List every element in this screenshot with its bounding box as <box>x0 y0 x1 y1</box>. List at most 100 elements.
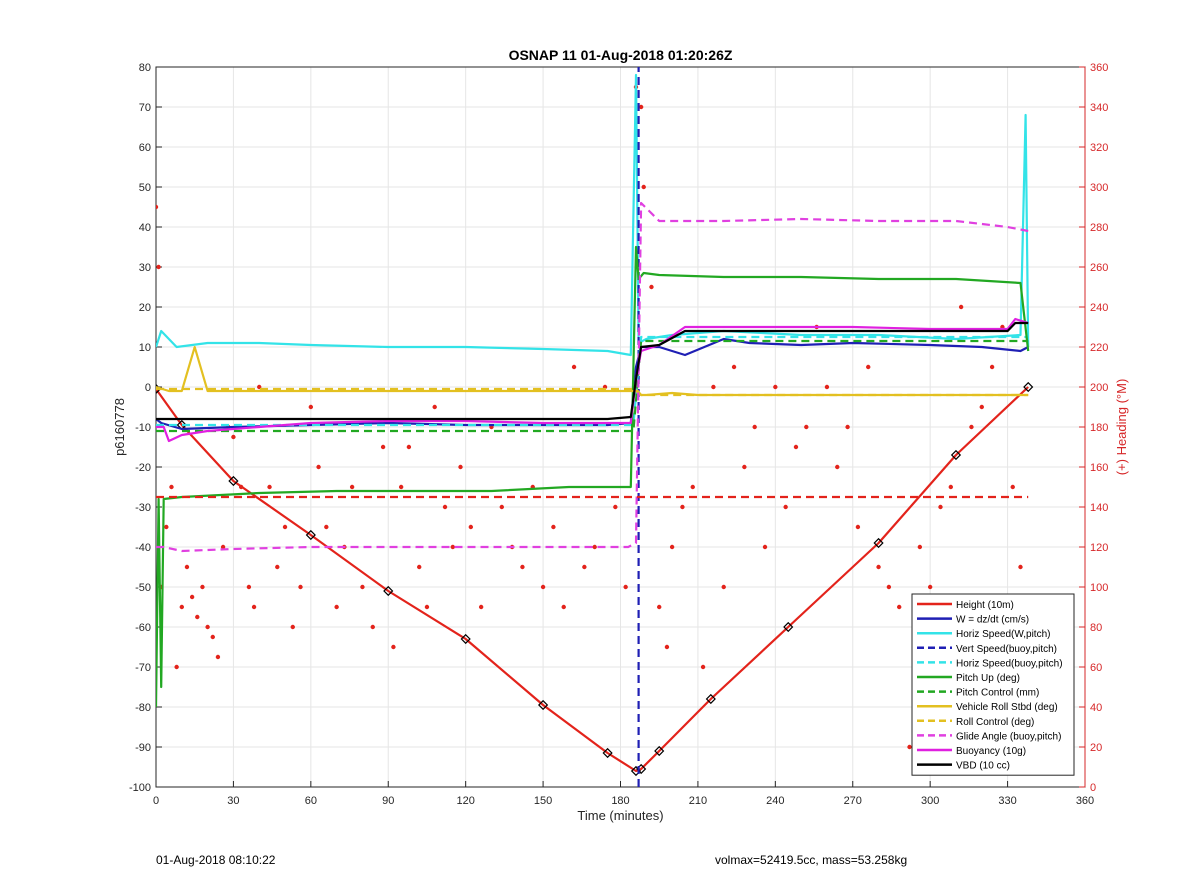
height-marker <box>654 745 665 757</box>
heading-point <box>205 624 210 630</box>
legend-label: W = dz/dt (cm/s) <box>956 615 1029 626</box>
y-tick-label-left: -80 <box>135 702 151 714</box>
y-tick-label-left: -20 <box>135 462 151 474</box>
y-tick-label-left: -30 <box>135 502 151 514</box>
footer-mass-info: volmax=52419.5cc, mass=53.258kg <box>715 853 908 867</box>
y-tick-label-right: 80 <box>1090 622 1102 634</box>
x-tick-label: 240 <box>766 795 784 807</box>
y-tick-label-left: 70 <box>139 102 151 114</box>
heading-point <box>657 604 662 610</box>
heading-point <box>251 604 257 610</box>
heading-point <box>721 584 726 590</box>
series-line-vbd-10-cc <box>156 321 1029 421</box>
x-tick-label: 90 <box>382 795 394 807</box>
x-tick-label: 30 <box>227 795 239 807</box>
y-tick-label-left: -10 <box>135 422 151 434</box>
heading-point <box>969 424 974 430</box>
heading-point <box>958 304 964 310</box>
legend-label: Glide Angle (buoy,pitch) <box>956 731 1061 742</box>
y-tick-label-left: 50 <box>139 182 151 194</box>
x-tick-label: 180 <box>611 795 629 807</box>
y-tick-label-left: 10 <box>139 342 151 354</box>
heading-point <box>897 604 902 610</box>
height-marker <box>305 529 316 541</box>
x-tick-label: 150 <box>534 795 552 807</box>
x-tick-label: 300 <box>921 795 939 807</box>
height-marker <box>783 621 794 633</box>
heading-point <box>623 584 628 590</box>
heading-point <box>200 584 205 590</box>
heading-point <box>835 464 840 470</box>
heading-point <box>641 184 646 190</box>
y-tick-label-right: 20 <box>1090 742 1102 754</box>
height-marker <box>460 633 471 645</box>
heading-point <box>979 404 984 410</box>
heading-point <box>540 584 546 590</box>
series-group <box>156 67 1034 787</box>
heading-point <box>638 104 644 110</box>
y-tick-label-left: 20 <box>139 302 151 314</box>
height-marker <box>1023 381 1034 393</box>
heading-point <box>773 384 778 390</box>
y-tick-label-left: 0 <box>145 382 151 394</box>
y-tick-label-left: 40 <box>139 222 151 234</box>
heading-point <box>711 384 716 390</box>
x-tick-label: 330 <box>998 795 1016 807</box>
heading-point <box>582 564 587 570</box>
heading-point <box>164 524 169 530</box>
x-tick-label: 270 <box>844 795 862 807</box>
y-axis-label-right: (+) Heading (°M) <box>1114 379 1129 476</box>
y-tick-label-left: -50 <box>135 582 151 594</box>
heading-point <box>174 664 179 670</box>
series-line-buoyancy-10g <box>156 317 1029 443</box>
heading-point <box>370 624 375 630</box>
heading-point <box>793 444 799 450</box>
series-line-roll-control-deg <box>156 387 1029 397</box>
heading-point <box>561 604 566 610</box>
y-tick-label-right: 320 <box>1090 142 1108 154</box>
x-tick-label: 360 <box>1076 795 1094 807</box>
heading-point <box>762 544 768 550</box>
y-tick-label-right: 160 <box>1090 462 1108 474</box>
heading-point <box>267 484 272 490</box>
height-marker <box>228 475 239 487</box>
y-tick-label-right: 140 <box>1090 502 1108 514</box>
height-marker <box>950 449 962 461</box>
y-tick-label-left: 80 <box>139 62 151 74</box>
heading-point <box>938 504 943 510</box>
y-tick-label-right: 260 <box>1090 262 1108 274</box>
series-line-pitch-up-deg <box>156 245 1030 708</box>
heading-point <box>742 464 747 470</box>
y-tick-label-right: 180 <box>1090 422 1108 434</box>
heading-point <box>195 614 200 620</box>
y-tick-label-left: 60 <box>139 142 151 154</box>
y-tick-label-left: -100 <box>129 782 151 794</box>
y-tick-label-left: -40 <box>135 542 151 554</box>
heading-point <box>458 464 463 470</box>
heading-point <box>406 444 412 450</box>
heading-point <box>398 484 404 490</box>
legend-label: Vert Speed(buoy,pitch) <box>956 644 1057 655</box>
series-line-height-10m <box>156 386 1029 773</box>
heading-point <box>824 384 830 390</box>
height-marker <box>873 537 884 549</box>
heading-point <box>478 604 484 610</box>
y-tick-label-right: 360 <box>1090 62 1108 74</box>
y-tick-label-right: 340 <box>1090 102 1108 114</box>
series-line-horiz-speed-w-pitch <box>156 73 1030 357</box>
heading-point <box>649 284 654 290</box>
heading-point <box>886 584 892 590</box>
heading-point <box>669 544 675 550</box>
heading-point <box>731 364 737 370</box>
heading-point <box>804 424 809 430</box>
heading-point <box>184 564 190 570</box>
heading-point <box>700 664 706 670</box>
heading-point <box>680 504 685 510</box>
heading-point <box>417 564 422 570</box>
y-axis-label-left: p6160778 <box>112 398 127 456</box>
heading-point <box>866 364 871 370</box>
heading-point <box>571 364 577 370</box>
heading-point <box>592 544 597 550</box>
x-tick-label: 0 <box>153 795 159 807</box>
